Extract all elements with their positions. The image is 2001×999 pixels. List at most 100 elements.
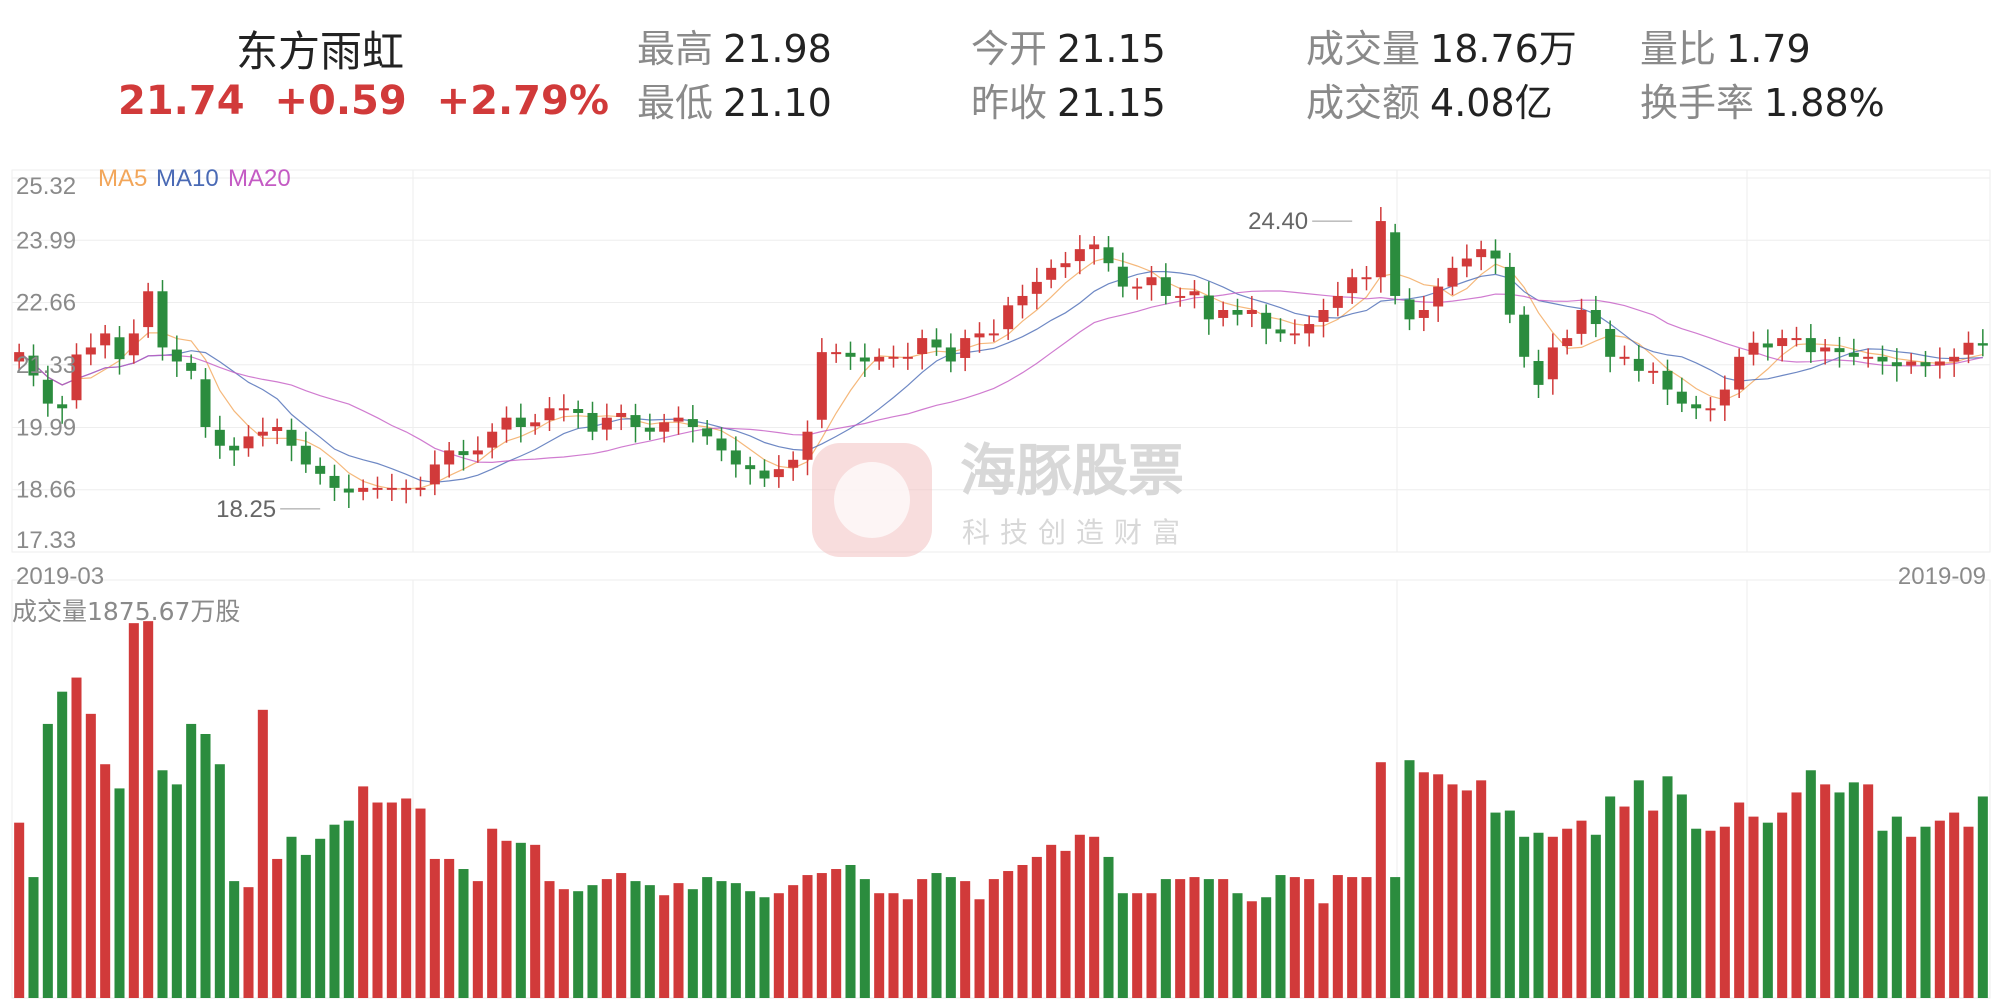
volume-bar (71, 677, 82, 998)
stat-volume-ratio: 量比 1.79 (1640, 18, 1811, 73)
volume-bar (1246, 901, 1257, 998)
candle-body (616, 412, 627, 417)
volume-bar (988, 879, 999, 998)
candle-body (673, 417, 684, 422)
candle-body (1074, 249, 1085, 262)
volume-bar (200, 733, 211, 998)
candle-body (444, 450, 455, 465)
candle-body (1934, 361, 1945, 366)
candle-body (1619, 356, 1630, 359)
candle-body (1734, 356, 1745, 390)
volume-bar (1160, 879, 1171, 998)
candle-body (702, 428, 713, 437)
stat-prev-close: 昨收 21.15 (971, 72, 1166, 127)
candle-body (759, 470, 770, 479)
candle-body (358, 487, 369, 492)
candle-body (1705, 408, 1716, 411)
volume-bar (1060, 850, 1071, 998)
candle-body (186, 362, 197, 371)
volume-bar (673, 883, 684, 998)
candle-body (401, 487, 412, 490)
stat-volume: 成交量 18.76万 (1306, 18, 1577, 73)
candle-body (1132, 286, 1143, 289)
legend-item: MA10 (156, 165, 219, 192)
volume-bar (1447, 784, 1458, 998)
candle-body (315, 465, 326, 474)
volume-bar (558, 889, 569, 998)
volume-bar (1017, 864, 1028, 998)
ma20-line (18, 290, 1983, 464)
volume-bar (1877, 830, 1888, 998)
volume-bar (100, 764, 111, 998)
candle-body (1748, 342, 1759, 355)
volume-bar (114, 788, 125, 998)
volume-bar (1074, 834, 1085, 998)
volume-bar (1762, 822, 1773, 998)
candle-body (386, 487, 397, 490)
volume-bar (171, 784, 182, 998)
volume-bar (788, 885, 799, 998)
candle-body (243, 436, 254, 449)
y-tick-label: 22.66 (16, 290, 76, 317)
x-start-label: 2019-03 (16, 563, 104, 590)
stat-value: 21.15 (1057, 81, 1166, 125)
volume-bar (616, 873, 627, 998)
volume-bar (1189, 877, 1200, 998)
candle-body (530, 422, 541, 427)
candle-body (1046, 267, 1057, 280)
candle-body (286, 429, 297, 446)
volume-bar (300, 854, 311, 998)
volume-bar (329, 824, 340, 998)
candle-body (1533, 361, 1544, 385)
candle-body (1805, 338, 1816, 353)
volume-bar (1648, 810, 1659, 998)
volume-bar (845, 864, 856, 998)
candle-body (1146, 277, 1157, 286)
volume-bar (1433, 774, 1444, 998)
volume-bar (57, 691, 68, 998)
candle-body (874, 356, 885, 362)
candle-body (1390, 232, 1401, 296)
candle-body (945, 347, 956, 362)
volume-bar (1562, 828, 1573, 998)
volume-bar (1791, 792, 1802, 998)
volume-bar (945, 877, 956, 998)
candle-body (1519, 314, 1530, 357)
candle-body (1891, 362, 1902, 367)
volume-bar (831, 869, 842, 998)
candle-body (1920, 362, 1931, 367)
candle-body (300, 445, 311, 465)
volume-bar (515, 842, 526, 998)
volume-bar (214, 764, 225, 998)
volume-bar (472, 881, 483, 998)
candle-body (114, 337, 125, 360)
volume-bar (960, 881, 971, 998)
volume-bar (1906, 836, 1917, 998)
y-tick-label: 18.66 (16, 477, 76, 504)
volume-bar (1146, 893, 1157, 998)
price-row: 21.74 +0.59 +2.79% (110, 78, 609, 124)
stat-label: 成交额 (1306, 81, 1421, 125)
candle-body (85, 347, 96, 355)
candle-body (1304, 324, 1315, 334)
candle-body (859, 357, 870, 362)
candle-body (415, 487, 426, 490)
volume-bar (1949, 812, 1960, 998)
volume-bar (1963, 826, 1974, 998)
volume-bar (759, 897, 770, 998)
volume-bar (1748, 816, 1759, 998)
volume-bar (1476, 780, 1487, 998)
volume-bar (974, 899, 985, 998)
candle-body (1418, 310, 1429, 318)
volume-bar (315, 838, 326, 998)
volume-bar (401, 798, 412, 998)
candle-body (1447, 267, 1458, 287)
stat-low: 最低 21.10 (637, 72, 832, 127)
candle-body (1203, 295, 1214, 320)
volume-bar (1218, 879, 1229, 998)
volume-bar (1261, 897, 1272, 998)
candle-body (1275, 329, 1286, 334)
volume-bar (1418, 772, 1429, 998)
